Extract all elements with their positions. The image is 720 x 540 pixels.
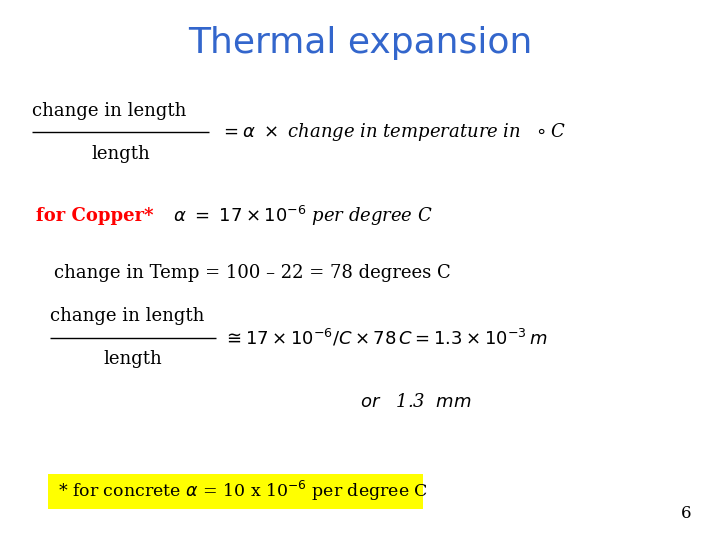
- Text: for Copper*: for Copper*: [36, 207, 153, 225]
- Text: $\alpha\ =\ 17\times10^{-6}$ per degree C: $\alpha\ =\ 17\times10^{-6}$ per degree …: [173, 204, 433, 228]
- Text: $\cong 17\times10^{-6}/C\times78\,C=1.3\times10^{-3}\,m$: $\cong 17\times10^{-6}/C\times78\,C=1.3\…: [223, 327, 548, 348]
- Text: * for concrete $\alpha$ = 10 x 10$^{-6}$ per degree C: * for concrete $\alpha$ = 10 x 10$^{-6}$…: [58, 480, 428, 503]
- Text: Thermal expansion: Thermal expansion: [188, 26, 532, 60]
- Text: $= \alpha\ \times\ $change in temperature in $\ \circ$C: $= \alpha\ \times\ $change in temperatur…: [220, 122, 565, 143]
- Text: length: length: [91, 145, 150, 163]
- Text: $or$   1.3  $mm$: $or$ 1.3 $mm$: [360, 393, 472, 411]
- Text: change in length: change in length: [50, 307, 204, 325]
- Text: length: length: [104, 350, 163, 368]
- Text: 6: 6: [680, 504, 691, 522]
- Text: change in Temp = 100 – 22 = 78 degrees C: change in Temp = 100 – 22 = 78 degrees C: [54, 264, 451, 282]
- Text: change in length: change in length: [32, 102, 186, 120]
- FancyBboxPatch shape: [48, 474, 423, 509]
